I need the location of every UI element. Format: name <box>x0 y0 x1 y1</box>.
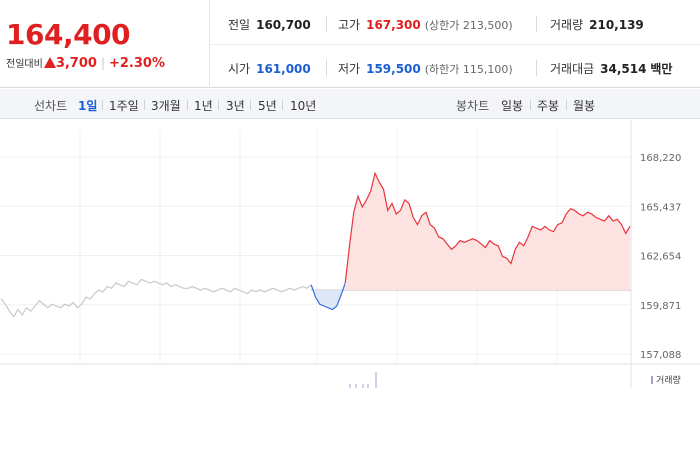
prev-session-line <box>0 278 312 318</box>
y-tick-label: 162,654 <box>640 252 681 263</box>
stat-label: 시가 <box>228 62 251 76</box>
stat-value: 167,300 <box>366 18 421 32</box>
current-price: 164,400 <box>6 18 131 51</box>
y-tick-label: 157,088 <box>640 350 681 361</box>
divider <box>250 100 251 110</box>
divider <box>218 100 219 110</box>
period-monthly-candle[interactable]: 월봉 <box>573 99 596 113</box>
stat-unit: 백만 <box>650 62 673 76</box>
stat-low: 저가 159,500 (하한가 115,100) <box>338 60 513 77</box>
quote-panel: 164,400 전일대비 3,700 | +2.30% 전일 160,700 고가 167… <box>0 0 700 88</box>
divider <box>530 100 531 110</box>
change-row: 전일대비 3,700 | +2.30% <box>6 55 165 71</box>
volume-legend: 거래량 <box>651 373 681 386</box>
period-daily-candle[interactable]: 일봉 <box>501 99 524 113</box>
below-close-line <box>310 282 346 311</box>
candle-chart-label: 봉차트 <box>456 99 490 113</box>
stat-volume: 거래량 210,139 <box>550 16 644 33</box>
y-tick-label: 168,220 <box>640 153 681 164</box>
stat-label: 전일 <box>228 18 251 32</box>
change-percent: +2.30% <box>108 56 165 71</box>
period-3m[interactable]: 3개월 <box>151 99 181 113</box>
divider <box>536 16 537 32</box>
y-tick-label: 159,871 <box>640 301 681 312</box>
stat-high: 고가 167,300 (상한가 213,500) <box>338 16 513 33</box>
volume-legend-mark <box>651 376 653 384</box>
divider <box>282 100 283 110</box>
divider <box>536 60 537 76</box>
stat-trade-value: 거래대금 34,514 백만 <box>550 60 672 77</box>
line-chart-label: 선차트 <box>34 99 68 113</box>
stat-label: 저가 <box>338 62 361 76</box>
divider <box>210 44 700 45</box>
stat-value: 161,000 <box>256 62 311 76</box>
stat-label: 거래량 <box>550 18 584 32</box>
divider <box>326 60 327 76</box>
stat-value: 210,139 <box>589 18 644 32</box>
period-1w[interactable]: 1주일 <box>109 99 139 113</box>
y-tick-label: 165,437 <box>640 202 681 213</box>
change-label: 전일대비 <box>6 59 43 70</box>
period-1y[interactable]: 1년 <box>194 99 213 113</box>
below-close-area <box>311 283 346 310</box>
lower-limit: (하한가 115,100) <box>424 63 513 76</box>
period-weekly-candle[interactable]: 주봉 <box>537 99 560 113</box>
period-10y[interactable]: 10년 <box>290 99 317 113</box>
stat-value: 160,700 <box>256 18 311 32</box>
period-3y[interactable]: 3년 <box>226 99 245 113</box>
period-bar: 선차트 1일 1주일 3개월 1년 3년 5년 10년 봉차트 일봉 주봉 월봉 <box>0 89 700 119</box>
period-1d[interactable]: 1일 <box>78 99 98 113</box>
divider <box>566 100 567 110</box>
stat-label: 거래대금 <box>550 62 595 76</box>
stat-prev-close: 전일 160,700 <box>228 16 311 33</box>
price-box: 164,400 전일대비 3,700 | +2.30% <box>0 0 210 88</box>
upper-limit: (상한가 213,500) <box>424 19 513 32</box>
above-close-area <box>345 173 630 291</box>
volume-legend-label: 거래량 <box>656 376 681 386</box>
stat-value: 159,500 <box>366 62 421 76</box>
divider <box>187 100 188 110</box>
divider <box>326 16 327 32</box>
up-triangle-icon <box>43 57 56 68</box>
stat-value: 34,514 <box>600 62 647 76</box>
quote-stats: 전일 160,700 고가 167,300 (상한가 213,500) 거래량 210,… <box>210 0 700 88</box>
price-chart[interactable]: 168,220 165,437 162,654 159,871 157,088 <box>0 120 700 388</box>
divider <box>144 100 145 110</box>
change-amount: 3,700 <box>55 56 97 71</box>
above-close-line <box>344 171 631 284</box>
price-chart-svg: 168,220 165,437 162,654 159,871 157,088 <box>0 120 700 388</box>
stat-open: 시가 161,000 <box>228 60 311 77</box>
period-5y[interactable]: 5년 <box>258 99 277 113</box>
divider <box>102 100 103 110</box>
divider: | <box>100 56 105 70</box>
stat-label: 고가 <box>338 18 361 32</box>
